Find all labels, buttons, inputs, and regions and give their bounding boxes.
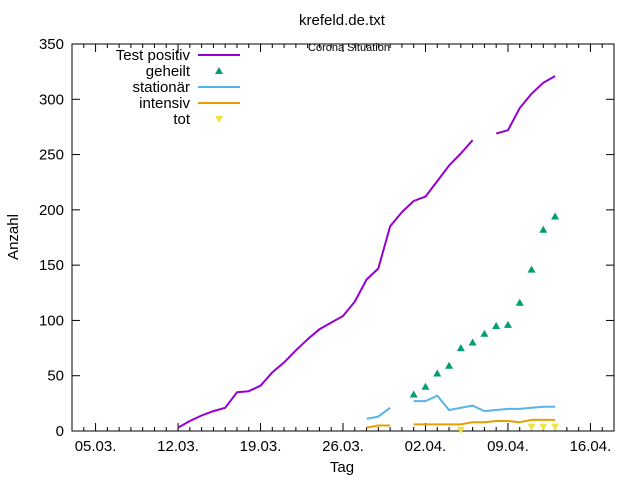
chart-subtitle: Corona Situation	[308, 42, 390, 54]
point-tot	[527, 423, 536, 431]
point-geheilt	[515, 298, 524, 306]
x-tick-label: 26.03.	[322, 438, 364, 455]
series-line-test-positiv	[177, 139, 474, 429]
y-tick-label: 100	[39, 312, 64, 329]
x-tick-label: 12.03.	[157, 438, 199, 455]
point-geheilt	[527, 265, 536, 273]
point-geheilt	[551, 212, 560, 220]
legend-label-station-r: stationär	[132, 79, 190, 96]
y-tick-label: 200	[39, 202, 64, 219]
x-axis-label: Tag	[330, 459, 354, 476]
point-tot	[456, 426, 465, 434]
legend-label-test-positiv: Test positiv	[116, 47, 191, 64]
series-line-intensiv	[366, 424, 391, 429]
y-tick-label: 300	[39, 91, 64, 108]
point-tot	[539, 423, 548, 431]
point-tot	[551, 423, 560, 431]
data-marks	[177, 75, 560, 434]
y-tick-label: 350	[39, 36, 64, 53]
legend-label-geheilt: geheilt	[146, 63, 191, 80]
x-tick-label: 16.04.	[570, 438, 612, 455]
y-tick-label: 250	[39, 147, 64, 164]
point-geheilt	[480, 329, 489, 337]
point-geheilt	[539, 225, 548, 233]
x-tick-label: 05.03.	[75, 438, 117, 455]
point-geheilt	[421, 382, 430, 390]
series-line-intensiv	[413, 418, 556, 426]
y-tick-label: 50	[47, 368, 64, 385]
series-line-station-r	[366, 406, 391, 420]
series-line-test-positiv	[495, 75, 556, 135]
y-axis-label: Anzahl	[5, 214, 22, 260]
y-tick-label: 150	[39, 257, 64, 274]
point-geheilt	[492, 321, 501, 329]
point-geheilt	[445, 361, 454, 369]
x-tick-label: 09.04.	[487, 438, 529, 455]
point-geheilt	[409, 390, 418, 398]
series-line-station-r	[413, 394, 556, 413]
point-geheilt	[456, 344, 465, 352]
y-tick-label: 0	[56, 423, 64, 440]
point-geheilt	[433, 369, 442, 377]
legend-marker-tot	[215, 116, 223, 123]
legend-label-intensiv: intensiv	[139, 95, 190, 112]
legend-label-tot: tot	[173, 111, 191, 128]
plot-area: 0 50 100 150 200 250 300 350 05.03. 12.03. 19.03. 2…	[39, 36, 615, 455]
chart-title: krefeld.de.txt	[299, 12, 386, 29]
x-tick-label: 19.03.	[240, 438, 282, 455]
point-geheilt	[468, 338, 477, 346]
point-geheilt	[503, 320, 512, 328]
x-tick-label: 02.04.	[405, 438, 447, 455]
legend-marker-geheilt	[215, 67, 223, 74]
